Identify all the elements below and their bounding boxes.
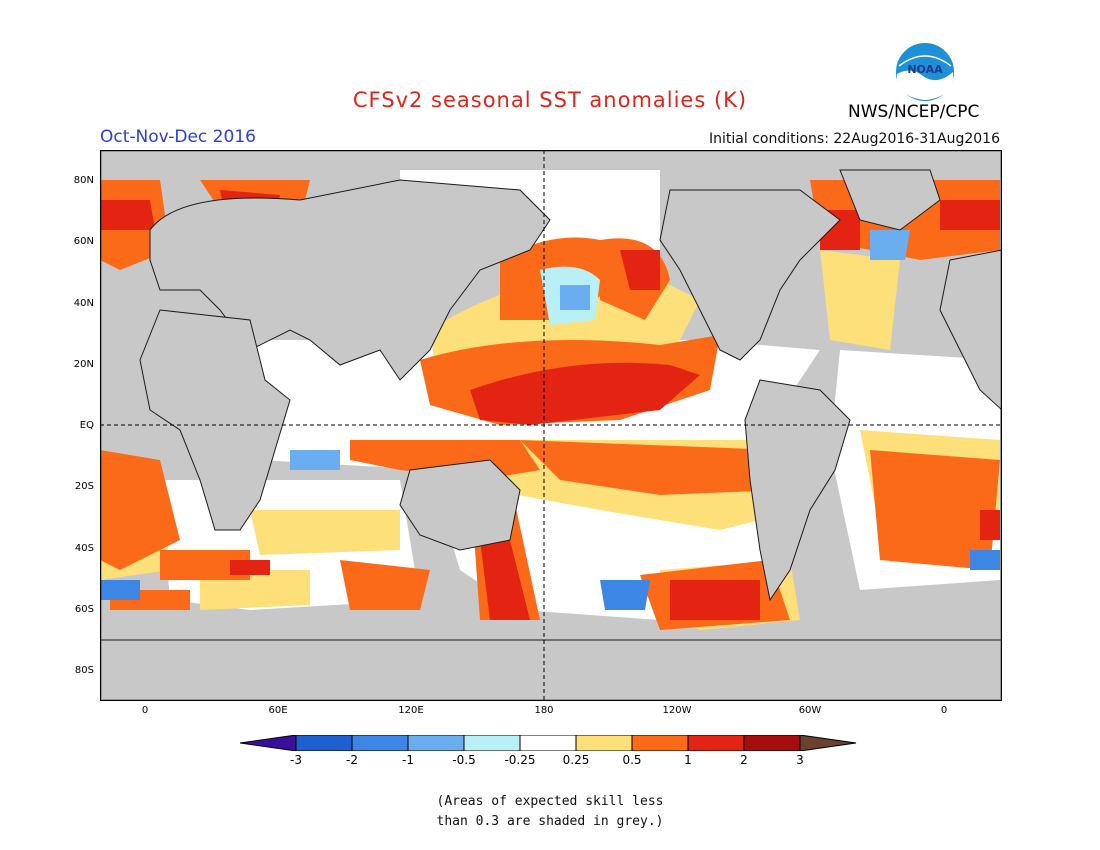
lat-label-60s: 60S [74,604,94,615]
lat-label-60n: 60N [73,236,94,247]
colorbar-label-m2: -2 [346,753,358,767]
lon-label-60e: 60E [268,705,288,716]
sst-anomaly-map [100,150,1002,701]
lon-label-120e: 120E [398,705,424,716]
map-title: CFSv2 seasonal SST anomalies (K) [352,88,748,112]
colorbar-segment [463,735,521,751]
lon-label-60w: 60W [798,705,822,716]
lat-label-40s: 40S [74,543,94,554]
noaa-logo-icon: NOAA [894,41,956,103]
colorbar-segment [295,735,353,751]
colorbar-label-m3: -3 [290,753,302,767]
colorbar-segment [575,735,633,751]
lon-label-120w: 120W [662,705,692,716]
colorbar-segment [351,735,409,751]
footnote-line-1: (Areas of expected skill less [436,794,664,809]
footnote-line-2: than 0.3 are shaded in grey.) [436,814,664,829]
colorbar-segment [743,735,801,751]
colorbar-label-025: 0.25 [562,753,590,767]
lon-label-180: 180 [534,705,554,716]
colorbar [240,735,857,751]
colorbar-label-m025: -0.25 [504,753,536,767]
lon-label-0: 0 [141,705,149,716]
lat-label-80n: 80N [73,175,94,186]
logo-text: NOAA [907,63,943,76]
colorbar-segment [407,735,465,751]
lat-label-40n: 40N [73,298,94,309]
colorbar-label-m1: -1 [402,753,414,767]
lat-label-20n: 20N [73,359,94,370]
colorbar-segment [631,735,689,751]
lat-label-20s: 20S [74,481,94,492]
colorbar-label-m05: -0.5 [452,753,476,767]
lat-label-eq: EQ [79,420,94,431]
lat-label-80s: 80S [74,665,94,676]
lon-label-0-east: 0 [940,705,948,716]
colorbar-max-arrow [799,735,857,751]
colorbar-label-05: 0.5 [622,753,642,767]
agency-label: NWS/NCEP/CPC [848,102,980,122]
skill-footnote: (Areas of expected skill less than 0.3 a… [0,792,1100,832]
colorbar-min-arrow [240,735,297,751]
colorbar-segment [687,735,745,751]
colorbar-label-1: 1 [684,753,692,767]
season-label: Oct-Nov-Dec 2016 [100,127,256,147]
colorbar-segment [519,735,577,751]
colorbar-label-3: 3 [796,753,804,767]
initial-conditions-label: Initial conditions: 22Aug2016-31Aug2016 [709,131,1000,147]
colorbar-label-2: 2 [740,753,748,767]
